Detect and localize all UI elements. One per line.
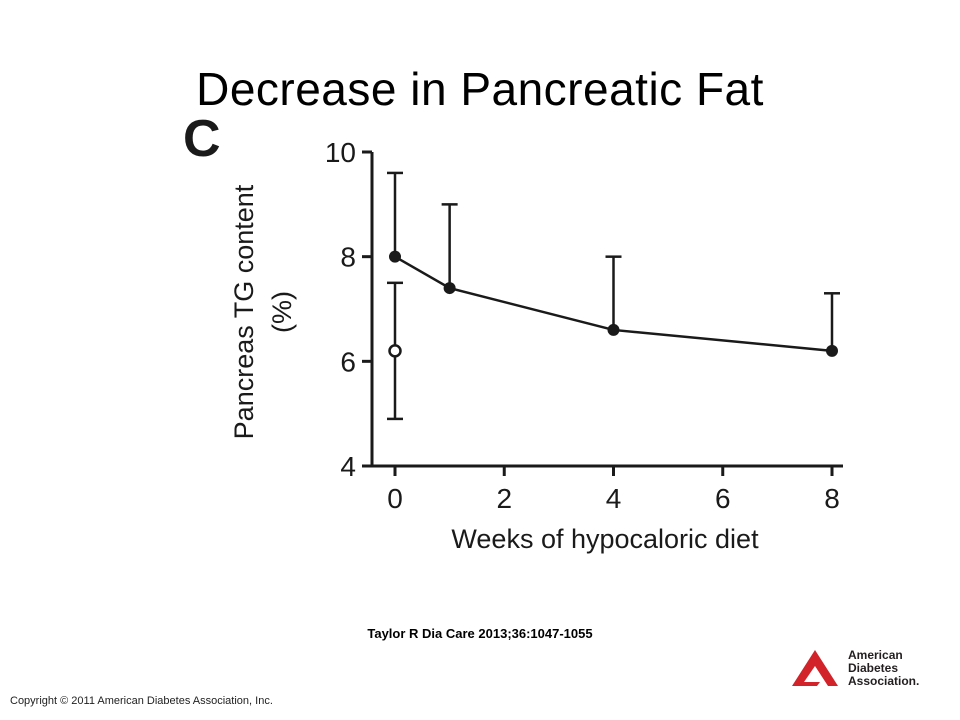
- x-tick-label: 8: [824, 483, 840, 514]
- x-axis-label: Weeks of hypocaloric diet: [451, 524, 759, 554]
- ada-logo: American Diabetes Association.: [792, 648, 919, 688]
- ada-triangle-icon: [792, 650, 838, 686]
- citation: Taylor R Dia Care 2013;36:1047-1055: [367, 626, 593, 641]
- panel-label: C: [183, 110, 221, 168]
- data-point-filled: [389, 250, 401, 263]
- x-tick-label: 2: [496, 483, 512, 514]
- x-tick-label: 4: [606, 483, 622, 514]
- y-tick-label: 8: [340, 242, 356, 273]
- x-tick-label: 0: [387, 483, 403, 514]
- y-axis-label-unit: (%): [267, 291, 297, 333]
- copyright-notice: Copyright © 2011 American Diabetes Assoc…: [10, 695, 273, 707]
- logo-line-1: American: [848, 648, 903, 662]
- y-tick-label: 4: [340, 451, 356, 482]
- data-point-filled: [443, 282, 456, 295]
- data-point-filled: [607, 323, 620, 336]
- y-tick-label: 10: [325, 137, 356, 168]
- series-line: [394, 255, 833, 353]
- y-axis-label: Pancreas TG content: [229, 184, 259, 439]
- data-point-open: [388, 344, 402, 358]
- x-tick-label: 6: [715, 483, 731, 514]
- slide-title: Decrease in Pancreatic Fat: [196, 63, 764, 115]
- logo-line-3: Association.: [848, 674, 919, 688]
- logo-line-2: Diabetes: [848, 661, 898, 675]
- pancreas-tg-chart: 4 6 8 10 0 2 4 6 8 Weeks of hypocaloric diet Pancr…: [183, 110, 843, 554]
- y-tick-label: 6: [340, 346, 356, 377]
- data-point-filled: [826, 344, 838, 357]
